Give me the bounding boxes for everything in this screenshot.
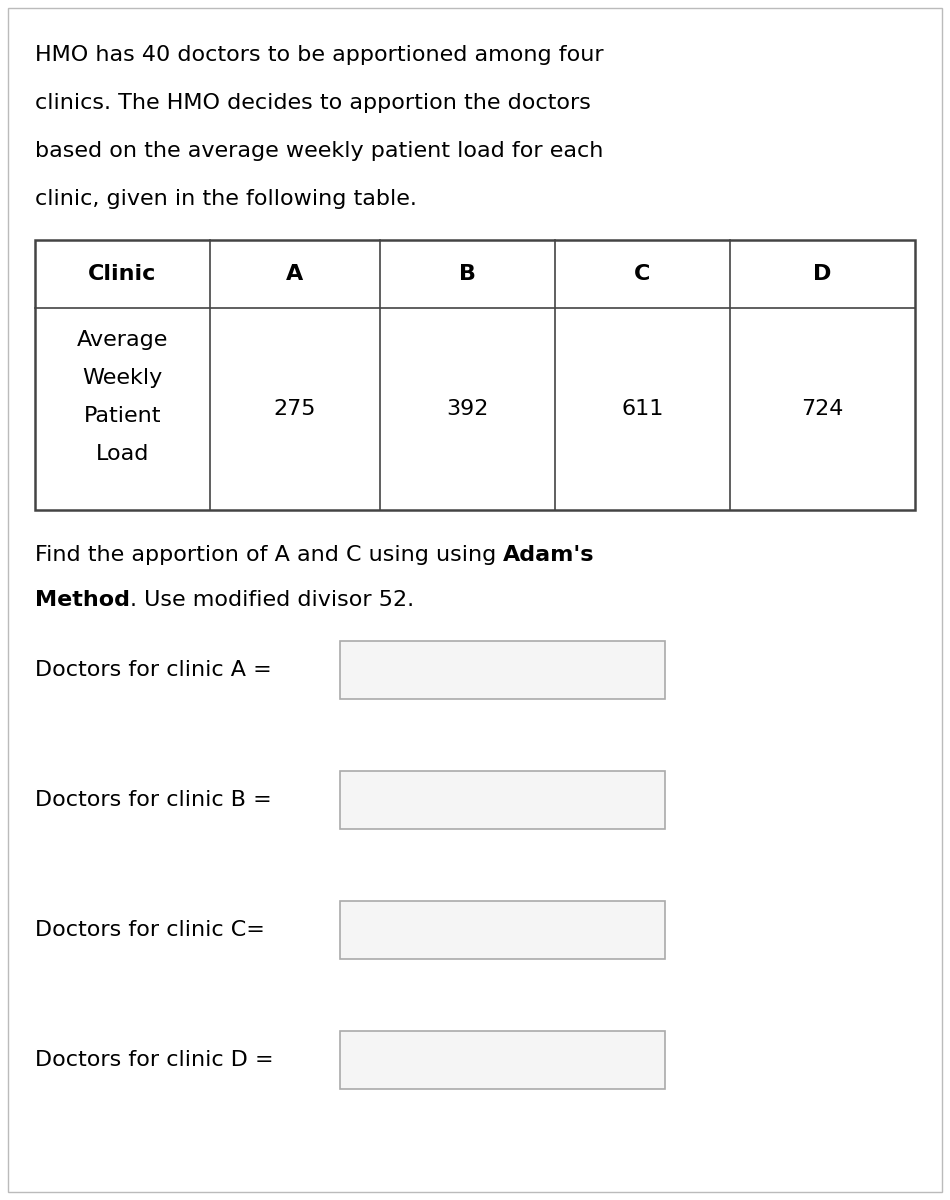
Text: Doctors for clinic D =: Doctors for clinic D = <box>35 1050 274 1070</box>
Text: clinics. The HMO decides to apportion the doctors: clinics. The HMO decides to apportion th… <box>35 92 591 113</box>
Text: 611: 611 <box>621 398 664 419</box>
Text: D: D <box>813 264 831 284</box>
Text: HMO has 40 doctors to be apportioned among four: HMO has 40 doctors to be apportioned amo… <box>35 44 603 65</box>
Bar <box>340 1031 665 1090</box>
Text: Clinic: Clinic <box>88 264 157 284</box>
Text: C: C <box>635 264 651 284</box>
Text: 275: 275 <box>274 398 316 419</box>
Text: B: B <box>459 264 476 284</box>
Text: Load: Load <box>96 444 149 464</box>
Text: Average: Average <box>77 330 168 350</box>
Bar <box>340 641 665 698</box>
Text: 392: 392 <box>446 398 488 419</box>
Text: Method: Method <box>35 590 130 610</box>
Bar <box>340 770 665 829</box>
Bar <box>35 240 915 510</box>
Text: Find the apportion of A and C using using: Find the apportion of A and C using usin… <box>35 545 504 565</box>
Text: based on the average weekly patient load for each: based on the average weekly patient load… <box>35 140 603 161</box>
Text: Patient: Patient <box>84 406 162 426</box>
Text: . Use modified divisor 52.: . Use modified divisor 52. <box>130 590 414 610</box>
Text: A: A <box>286 264 304 284</box>
Text: Adam's: Adam's <box>504 545 595 565</box>
Bar <box>340 901 665 959</box>
Text: clinic, given in the following table.: clinic, given in the following table. <box>35 188 417 209</box>
Text: Doctors for clinic A =: Doctors for clinic A = <box>35 660 272 680</box>
Text: 724: 724 <box>801 398 844 419</box>
Text: Weekly: Weekly <box>83 368 162 388</box>
Text: Doctors for clinic C=: Doctors for clinic C= <box>35 920 265 940</box>
Text: Doctors for clinic B =: Doctors for clinic B = <box>35 790 272 810</box>
